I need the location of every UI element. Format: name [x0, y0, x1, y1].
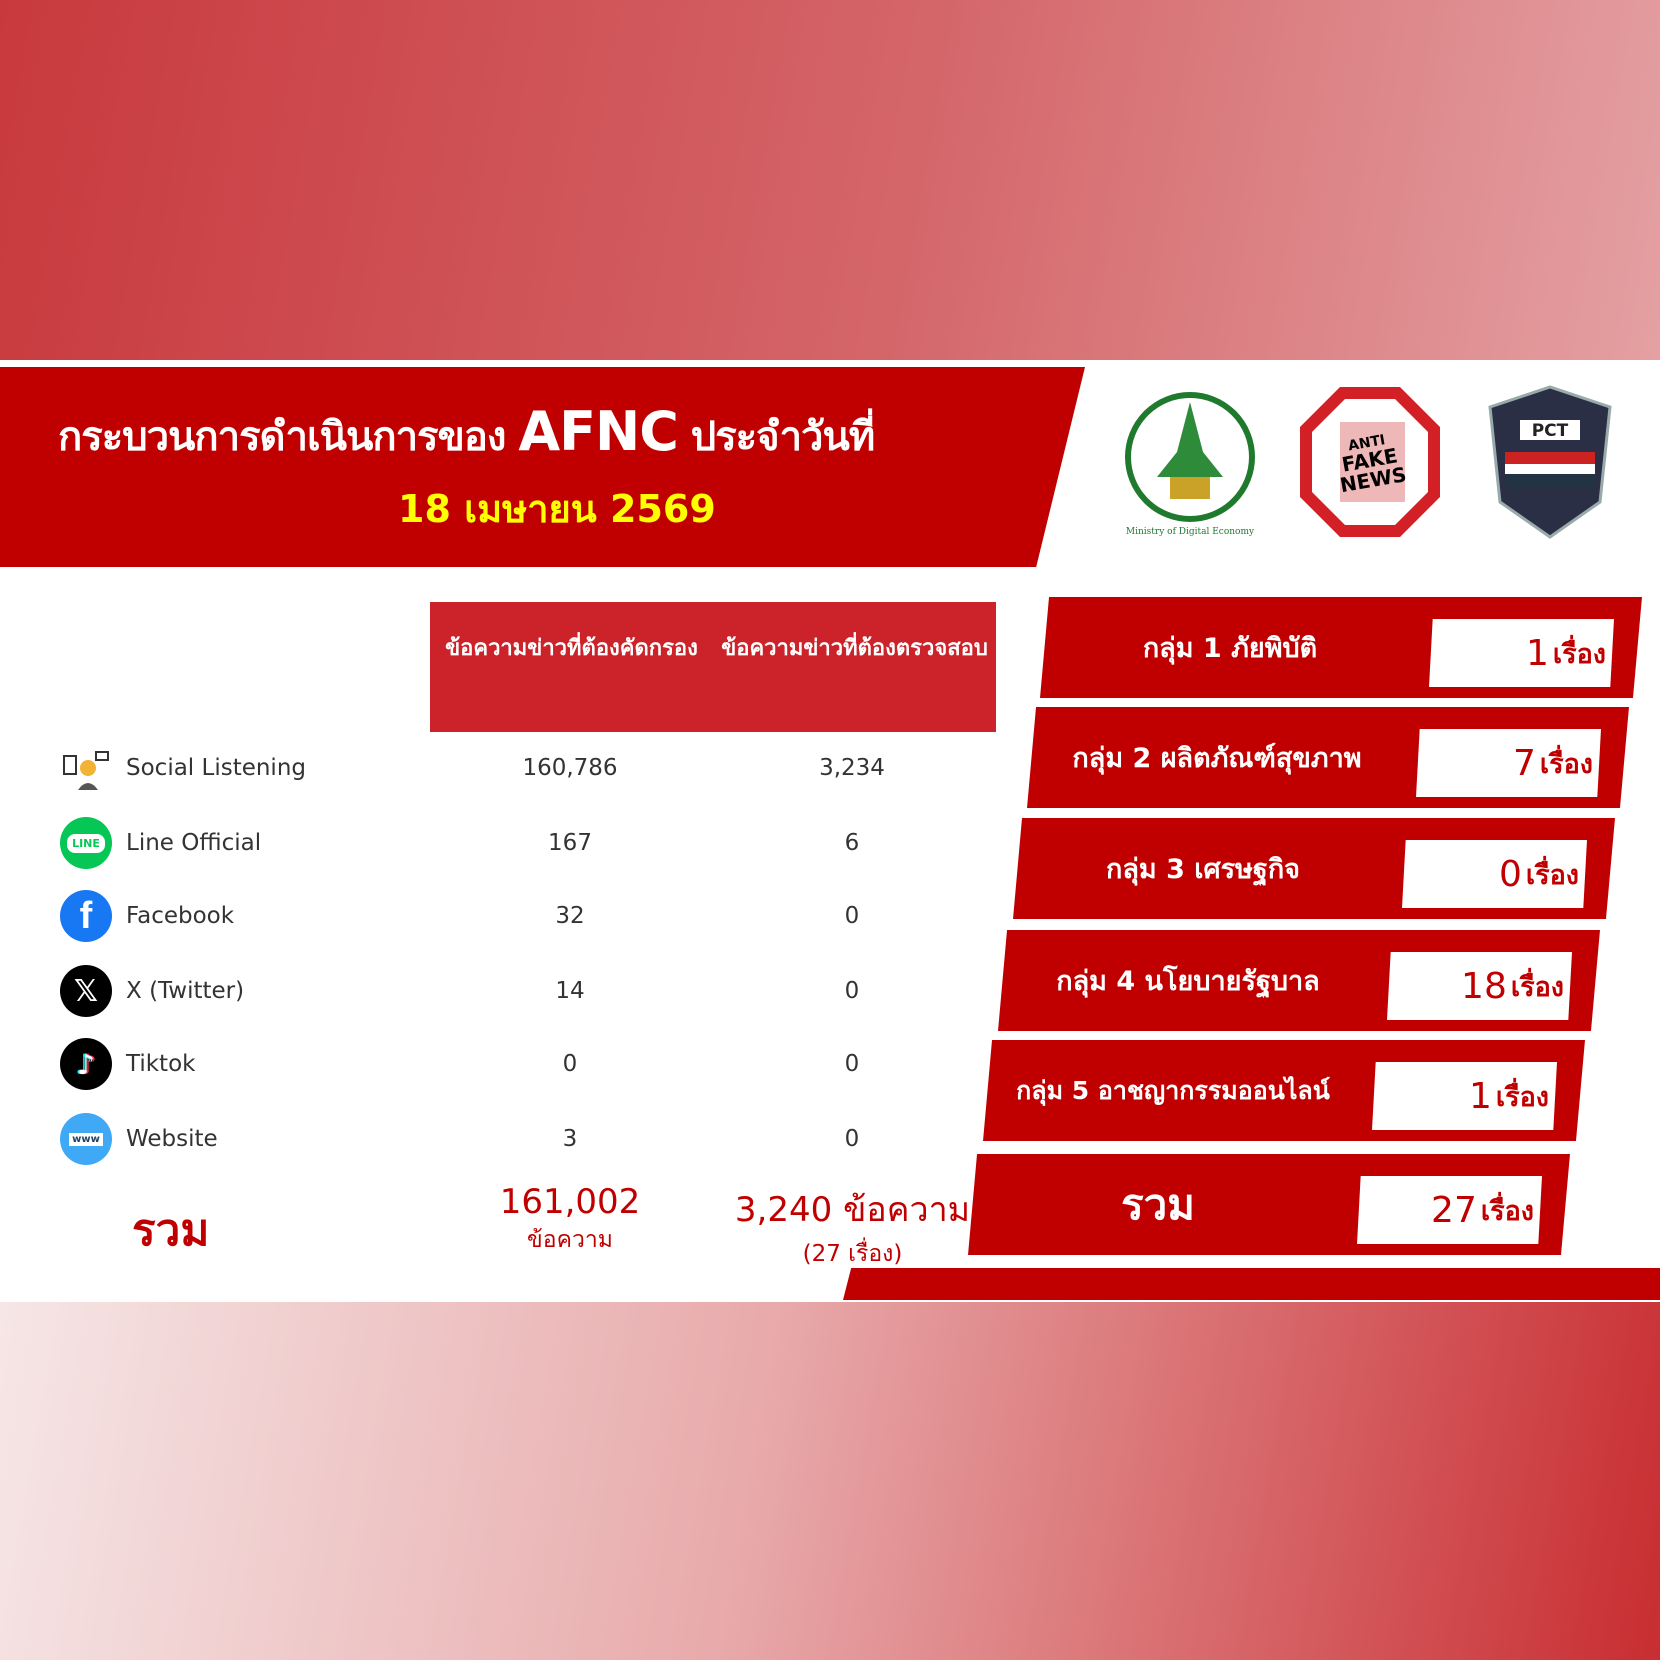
screened-value: 32: [555, 903, 585, 929]
total-verify-sub: (27 เรื่อง): [802, 1241, 903, 1267]
title-suffix: ประจำวันที่: [690, 414, 875, 460]
verify-value: 0: [844, 1051, 860, 1077]
tiktok-icon: ♪: [58, 1036, 114, 1092]
platform-name: Facebook: [126, 903, 235, 929]
svg-text:ANTI: ANTI: [1347, 432, 1387, 454]
verify-value: 0: [844, 978, 860, 1004]
total-verify-value: 3,240 ข้อความ: [734, 1190, 971, 1230]
title-prefix: กระบวนการดำเนินการของ: [58, 414, 506, 460]
group-2-bar: กลุ่ม 2 ผลิตภัณฑ์สุขภาพ 7 เรื่อง: [1027, 707, 1629, 808]
total-screened: 161,002 ข้อความ: [470, 1182, 670, 1258]
anti-fake-news-logo: ANTI FAKE NEWS: [1300, 387, 1440, 537]
screened-value: 0: [562, 1051, 578, 1077]
page-title: กระบวนการดำเนินการของ AFNC ประจำวันที่: [58, 400, 875, 468]
bottom-background: [0, 1302, 1660, 1660]
table-header: ข้อความข่าวที่ต้องคัดกรอง ข้อความข่าวที่…: [430, 602, 996, 732]
website-icon: www: [58, 1111, 114, 1167]
platform-name: X (Twitter): [126, 978, 245, 1004]
screened-value: 3: [562, 1126, 578, 1152]
table-row: Social Listening 160,786 3,234: [58, 743, 1008, 793]
group-3-bar: กลุ่ม 3 เศรษฐกิจ 0 เรื่อง: [1013, 818, 1615, 919]
total-verify: 3,240 ข้อความ (27 เรื่อง): [730, 1182, 975, 1272]
count: 18: [1461, 965, 1507, 1007]
table-row: www Website 3 0: [58, 1111, 1008, 1167]
verify-value: 0: [844, 903, 860, 929]
unit: เรื่อง: [1495, 1081, 1549, 1113]
top-background: [0, 0, 1660, 360]
total-label: รวม: [132, 1205, 210, 1256]
svg-text:PCT: PCT: [1532, 421, 1569, 441]
group-total-bar: รวม 27 เรื่อง: [968, 1154, 1570, 1255]
unit: เรื่อง: [1510, 971, 1564, 1003]
platform-name: Line Official: [126, 830, 262, 856]
group-label: กลุ่ม 2 ผลิตภัณฑ์สุขภาพ: [1072, 743, 1362, 774]
platform-name: Social Listening: [126, 755, 307, 781]
ministry-logo: Ministry of Digital Economy: [1125, 392, 1255, 537]
social-listening-icon: [58, 740, 114, 796]
platform-name: Tiktok: [126, 1051, 196, 1077]
table-row: ♪ Tiktok 0 0: [58, 1036, 1008, 1092]
group-count: 18 เรื่อง: [1387, 952, 1572, 1020]
screened-value: 167: [548, 830, 592, 856]
group-count: 7 เรื่อง: [1416, 729, 1601, 797]
unit: เรื่อง: [1480, 1195, 1534, 1227]
count: 27: [1431, 1189, 1477, 1231]
group-label: รวม: [1121, 1179, 1195, 1229]
group-4-bar: กลุ่ม 4 นโยบายรัฐบาล 18 เรื่อง: [998, 930, 1600, 1031]
column-header-screened: ข้อความข่าวที่ต้องคัดกรอง: [445, 636, 698, 661]
unit: เรื่อง: [1525, 859, 1579, 891]
verify-value: 6: [844, 830, 860, 856]
facebook-icon: f: [58, 888, 114, 944]
group-1-bar: กลุ่ม 1 ภัยพิบัติ 1 เรื่อง: [1040, 597, 1642, 698]
group-5-bar: กลุ่ม 5 อาชญากรรมออนไลน์ 1 เรื่อง: [983, 1040, 1585, 1141]
line-icon: LINE: [58, 815, 114, 871]
screened-value: 14: [555, 978, 585, 1004]
screened-value: 160,786: [522, 755, 618, 781]
unit: เรื่อง: [1552, 638, 1606, 670]
group-label: กลุ่ม 1 ภัยพิบัติ: [1142, 633, 1318, 664]
table-row: 𝕏 X (Twitter) 14 0: [58, 963, 1008, 1019]
group-count: 1 เรื่อง: [1429, 619, 1614, 687]
count: 0: [1498, 853, 1522, 895]
unit: เรื่อง: [1539, 748, 1593, 780]
bottom-red-strip: [843, 1268, 1660, 1300]
total-screened-value: 161,002: [499, 1182, 641, 1222]
group-count: 0 เรื่อง: [1402, 840, 1587, 908]
title-brand: AFNC: [518, 400, 679, 463]
total-screened-unit: ข้อความ: [527, 1227, 613, 1253]
group-label: กลุ่ม 5 อาชญากรรมออนไลน์: [1016, 1075, 1330, 1105]
verify-value: 3,234: [819, 755, 885, 781]
count: 1: [1468, 1075, 1492, 1117]
group-label: กลุ่ม 4 นโยบายรัฐบาล: [1056, 966, 1320, 997]
x-twitter-icon: 𝕏: [58, 963, 114, 1019]
group-count: 27 เรื่อง: [1357, 1176, 1542, 1244]
table-row: f Facebook 32 0: [58, 888, 1008, 944]
police-cyber-taskforce-logo: PCT: [1488, 385, 1612, 539]
platform-name: Website: [126, 1126, 218, 1152]
report-date: 18 เมษายน 2569: [398, 487, 716, 531]
verify-value: 0: [844, 1126, 860, 1152]
column-header-verify: ข้อความข่าวที่ต้องตรวจสอบ: [721, 636, 988, 661]
count: 1: [1525, 632, 1549, 674]
count: 7: [1512, 742, 1536, 784]
svg-text:Ministry of Digital Economy: Ministry of Digital Economy: [1126, 527, 1255, 537]
group-count: 1 เรื่อง: [1372, 1062, 1557, 1130]
header-band: [0, 367, 1085, 567]
table-row: LINE Line Official 167 6: [58, 815, 1008, 871]
group-label: กลุ่ม 3 เศรษฐกิจ: [1105, 854, 1300, 885]
